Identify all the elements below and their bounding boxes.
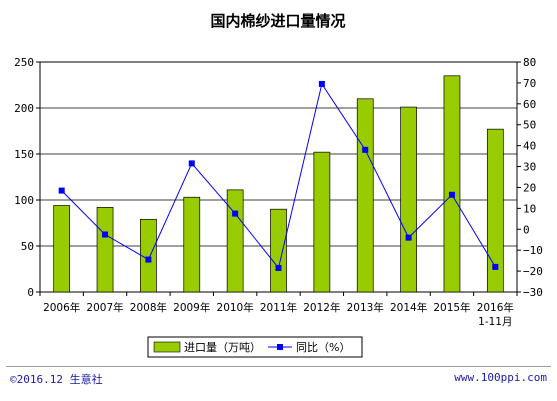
y-left-tick-label: 0 — [27, 286, 34, 299]
x-tick-label: 2006年 — [43, 301, 80, 314]
x-tick-label: 2008年 — [130, 301, 167, 314]
y-left-tick-label: 250 — [14, 56, 34, 69]
x-tick-label: 1-11月 — [478, 316, 512, 328]
y-right-tick-label: 80 — [523, 56, 536, 69]
y-left-tick-label: 50 — [21, 240, 34, 253]
bar — [400, 106, 417, 293]
y-right-tick-label: −10 — [523, 244, 543, 257]
y-right-tick-label: −30 — [523, 286, 543, 299]
line-marker — [102, 231, 109, 238]
x-tick-label: 2015年 — [433, 301, 470, 314]
x-axis: 2006年 2007年 2008年 2009年 2010年 2011年 2012年 2013年… — [39, 292, 518, 328]
y-right-tick-label: 20 — [523, 181, 536, 194]
bar — [443, 75, 461, 293]
bar — [140, 218, 157, 293]
y-right-tick-label: −20 — [523, 265, 543, 278]
x-tick-label: 2014年 — [390, 301, 427, 314]
y-left-tick-label: 150 — [14, 148, 34, 161]
x-tick-label: 2016年 — [477, 301, 514, 314]
footer-divider — [6, 366, 551, 367]
line-series — [58, 80, 499, 271]
y-right-tick-label: 30 — [523, 161, 536, 174]
y-left-tick-label: 200 — [14, 102, 34, 115]
legend: 进口量（万吨） 同比（%） — [147, 336, 363, 358]
y-right-tick-label: 0 — [523, 223, 530, 236]
bar-series — [53, 75, 504, 293]
x-tick-label: 2012年 — [303, 301, 340, 314]
bar — [313, 151, 331, 293]
line-marker — [405, 234, 412, 241]
legend-bar-swatch — [153, 341, 181, 353]
y-right-tick-label: 10 — [523, 202, 536, 215]
x-tick-label: 2011年 — [260, 301, 297, 314]
line-marker — [275, 264, 282, 271]
legend-line-marker — [277, 344, 283, 350]
legend-bar-label: 进口量（万吨） — [184, 341, 261, 354]
line-marker — [232, 210, 239, 217]
footer-url[interactable]: www.100ppi.com — [454, 371, 547, 384]
chart-title: 国内棉纱进口量情况 — [210, 12, 345, 30]
footer-copyright: ©2016.12 生意社 — [10, 373, 103, 386]
x-tick-label: 2013年 — [347, 301, 384, 314]
y-axis-left: 0 50 100 150 200 250 — [14, 56, 40, 299]
bar — [183, 196, 201, 293]
line-marker — [318, 80, 325, 87]
y-left-tick-label: 100 — [14, 194, 34, 207]
bar — [53, 205, 71, 293]
y-right-tick-label: 60 — [523, 98, 536, 111]
bar — [96, 207, 114, 293]
y-axis-right: −30 −20 −10 0 10 20 30 40 50 60 70 80 — [517, 56, 543, 299]
legend-line-label: 同比（%） — [296, 341, 350, 354]
line-marker — [188, 160, 195, 167]
y-right-tick-label: 40 — [523, 140, 536, 153]
bar — [270, 208, 287, 293]
x-tick-label: 2007年 — [86, 301, 123, 314]
line-marker — [492, 263, 499, 270]
bar — [486, 128, 504, 293]
bar — [356, 98, 374, 293]
legend-box — [147, 336, 363, 358]
line-marker — [448, 191, 455, 198]
y-right-tick-label: 50 — [523, 119, 536, 132]
bar — [226, 189, 244, 293]
line-marker — [58, 187, 65, 194]
line-marker — [362, 146, 369, 153]
y-right-tick-label: 70 — [523, 77, 536, 90]
x-tick-label: 2009年 — [173, 301, 210, 314]
line-marker — [145, 256, 152, 263]
x-tick-label: 2010年 — [217, 301, 254, 314]
